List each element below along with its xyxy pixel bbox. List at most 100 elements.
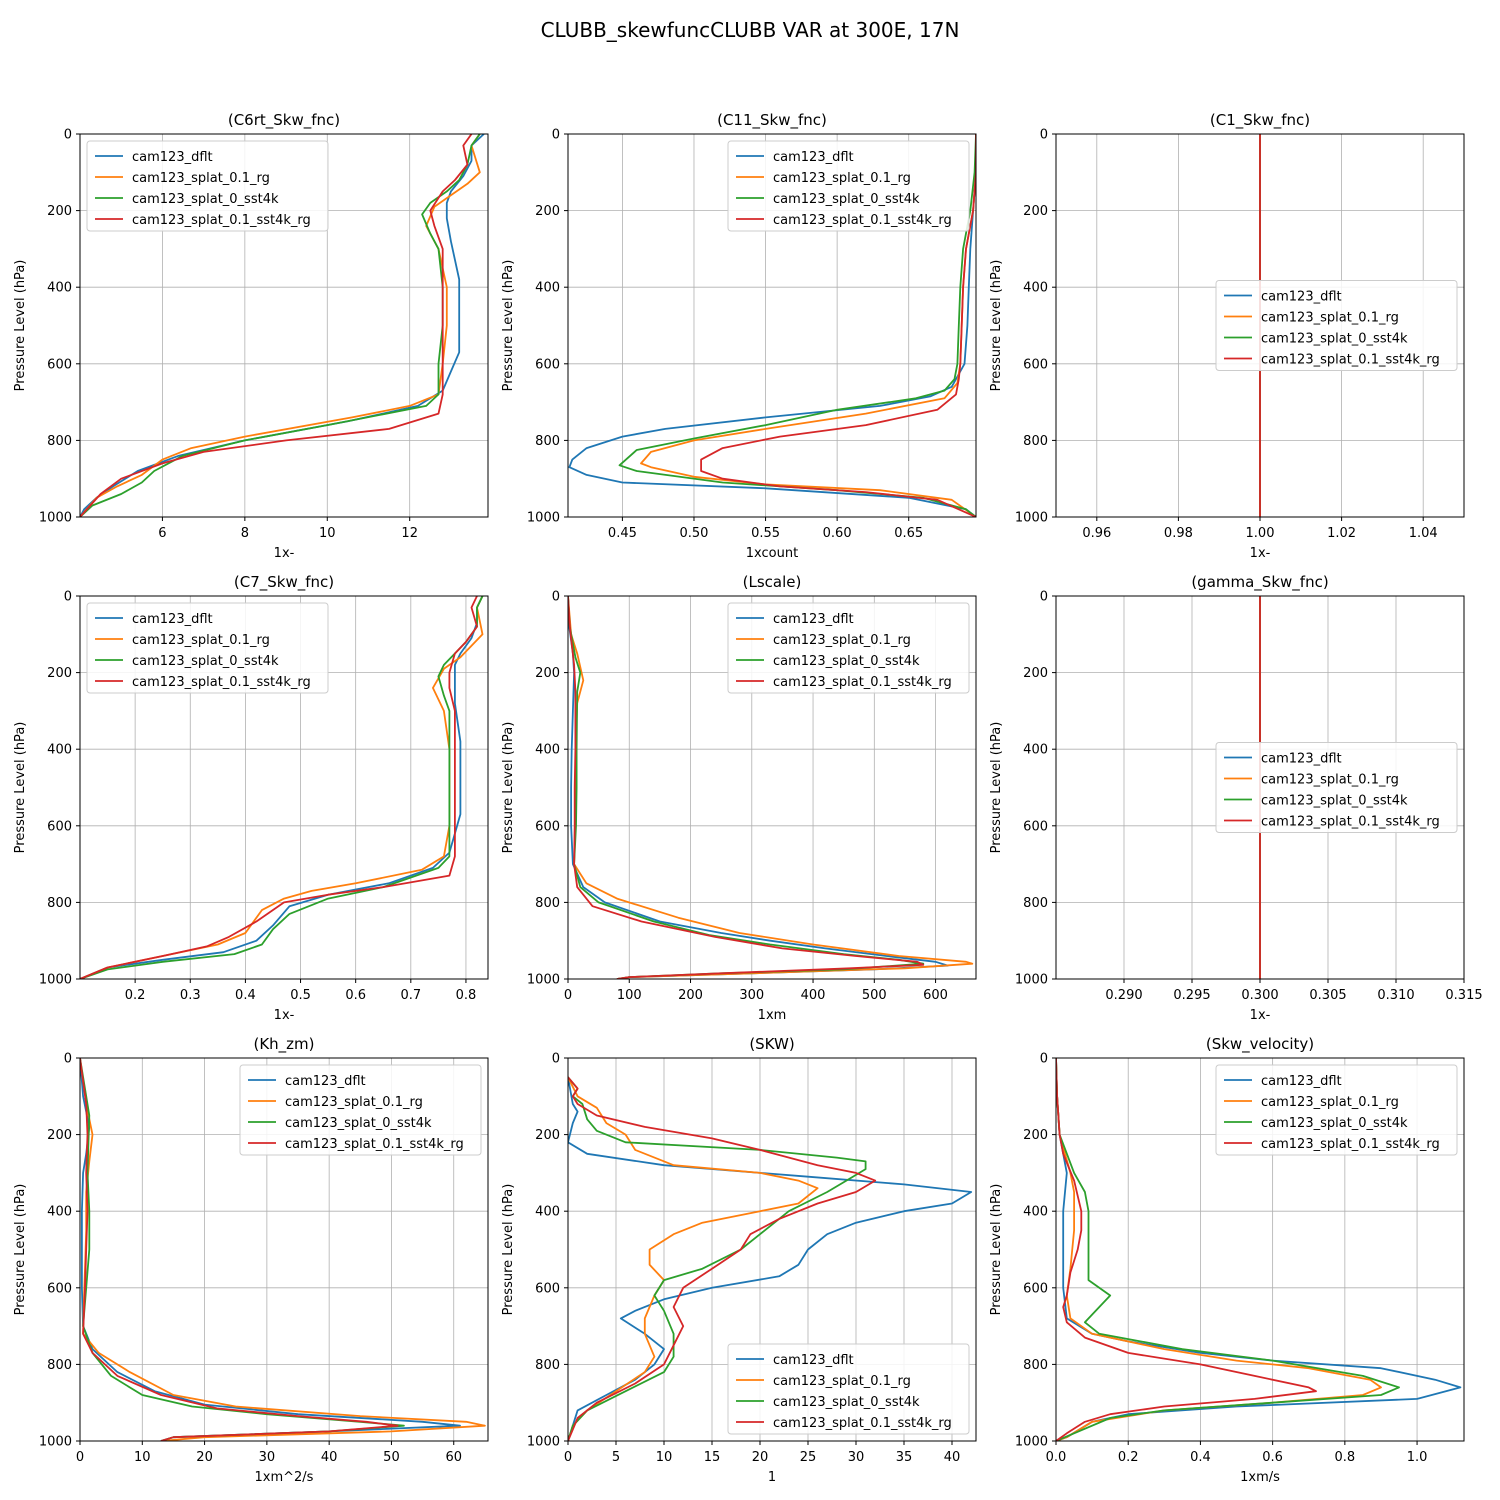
axes-frame [79,1057,489,1442]
y-tick-label: 800 [47,1358,72,1373]
y-axis-label: Pressure Level (hPa) [501,260,516,392]
x-tick-label: 0.3 [180,988,201,1003]
x-tick-label: 20 [196,1450,213,1465]
legend-label: cam123_dflt [132,612,213,627]
y-tick-label: 400 [1023,281,1048,296]
x-tick-label: 0.295 [1173,988,1210,1003]
y-axis-label: Pressure Level (hPa) [13,722,28,854]
subplot-6: 0 10 20 30 40 50 6002004006008001000(Kh_zm)1xm… [13,1035,489,1485]
legend-box [727,1343,970,1435]
legend-label: cam123_dflt [1261,290,1342,305]
x-tick-label: 0.96 [1082,526,1111,541]
axes-frame [79,595,489,980]
x-tick-label: 10 [134,1450,151,1465]
legend: cam123_dflt cam123_splat_0.1_rg cam123_spl… [86,602,329,694]
y-tick-label: 800 [535,896,560,911]
series-line-cam123_splat_0_sst4k [1056,1058,1400,1441]
axes-frame [567,1057,977,1442]
legend-box [727,140,970,232]
y-tick-label: 600 [535,1281,560,1296]
series-group [1056,1058,1462,1441]
series-group [568,596,974,979]
y-tick-label: 600 [535,357,560,372]
x-tick-label: 1.04 [1409,526,1438,541]
x-axis-label: 1x- [274,546,295,561]
series-line-cam123_splat_0.1_sst4k_rg [1056,1058,1317,1441]
series-line-cam123_splat_0.1_sst4k_rg [80,1058,399,1441]
x-tick-label: 8 [241,526,249,541]
legend-label: cam123_splat_0.1_sst4k_rg [1261,815,1440,830]
legend-label: cam123_splat_0.1_rg [773,171,911,186]
y-tick-label: 400 [535,281,560,296]
legend: cam123_dflt cam123_splat_0.1_rg cam123_spl… [1215,742,1458,833]
axes-frame [1055,1057,1465,1442]
y-tick-label: 400 [47,281,72,296]
y-tick-label: 400 [47,743,72,758]
legend-box [86,140,329,232]
legend-label: cam123_splat_0.1_sst4k_rg [773,675,952,690]
x-axis-label: 1 [768,1470,776,1485]
subplot-5: 0.290 0.295 0.300 0.305 0.310 0.315 0 200 400 600… [989,573,1483,1023]
subplot-title: (C6rt_Skw_fnc) [228,111,340,130]
y-tick-label: 400 [47,1205,72,1220]
subplot-1: 0.45 0.50 0.55 0.60 0.65 0 200 400 600 800 1000 (C1… [501,111,977,561]
legend-label: cam123_splat_0.1_rg [773,1374,911,1389]
y-tick-label: 1000 [1015,973,1048,988]
x-tick-label: 0.315 [1445,988,1482,1003]
legend-box [727,602,970,694]
legend: cam123_dflt cam123_splat_0.1_rg cam123_spl… [727,1343,970,1435]
y-tick-label: 600 [1023,357,1048,372]
y-tick-label: 0 [1040,128,1048,143]
series-line-cam123_splat_0.1_rg [568,596,974,979]
subplot-title: (gamma_Skw_fnc) [1191,573,1328,592]
x-tick-label: 0.65 [894,526,923,541]
y-tick-label: 1000 [527,973,560,988]
x-tick-label: 0.310 [1377,988,1414,1003]
x-axis-label: 1xcount [746,546,798,561]
x-tick-label: 0.300 [1241,988,1278,1003]
series-line-cam123_dflt [80,134,485,517]
x-tick-label: 10 [319,526,336,541]
legend-label: cam123_splat_0.1_rg [1261,773,1399,788]
x-tick-label: 1.02 [1327,526,1356,541]
y-tick-label: 400 [1023,743,1048,758]
x-tick-label: 0.50 [680,526,709,541]
legend-label: cam123_splat_0_sst4k [132,654,279,669]
y-tick-label: 800 [535,434,560,449]
x-tick-label: 0.4 [1190,1450,1211,1465]
y-tick-label: 200 [47,666,72,681]
y-tick-label: 600 [47,819,72,834]
x-tick-label: 20 [752,1450,769,1465]
series-line-cam123_dflt [568,1077,973,1441]
x-tick-label: 60 [445,1450,462,1465]
y-axis-label: Pressure Level (hPa) [989,260,1004,392]
legend-label: cam123_splat_0_sst4k [773,654,920,669]
series-line-cam123_dflt [568,134,976,517]
legend-label: cam123_splat_0.1_sst4k_rg [773,213,952,228]
y-tick-label: 200 [47,204,72,219]
series-line-cam123_splat_0_sst4k [80,134,481,517]
x-tick-label: 1.0 [1407,1450,1428,1465]
y-tick-label: 0 [552,1052,560,1067]
x-tick-label: 0.5 [290,988,311,1003]
y-tick-label: 800 [1023,434,1048,449]
y-tick-label: 600 [535,819,560,834]
subplot-8: 0.0 0.2 0.4 0.6 0.8 1.0 0 200 400 600 800 1000 (Skw_… [989,1035,1465,1485]
series-line-cam123_splat_0.1_rg [568,1076,819,1441]
x-tick-label: 600 [923,988,948,1003]
x-tick-label: 0.7 [400,988,421,1003]
x-tick-label: 10 [656,1450,673,1465]
y-tick-label: 0 [552,590,560,605]
x-tick-label: 40 [321,1450,338,1465]
series-line-cam123_splat_0.1_sst4k_rg [568,1076,877,1441]
axes-frame [79,133,489,518]
legend-label: cam123_dflt [1261,752,1342,767]
legend-label: cam123_dflt [1261,1074,1342,1089]
legend: cam123_dflt cam123_splat_0.1_rg cam123_spl… [727,602,970,694]
x-tick-label: 0.290 [1105,988,1142,1003]
x-axis-label: 1x- [274,1008,295,1023]
x-tick-label: 500 [862,988,887,1003]
y-tick-label: 600 [47,1281,72,1296]
x-tick-label: 30 [259,1450,276,1465]
legend: cam123_dflt cam123_splat_0.1_rg cam123_spl… [727,140,970,232]
